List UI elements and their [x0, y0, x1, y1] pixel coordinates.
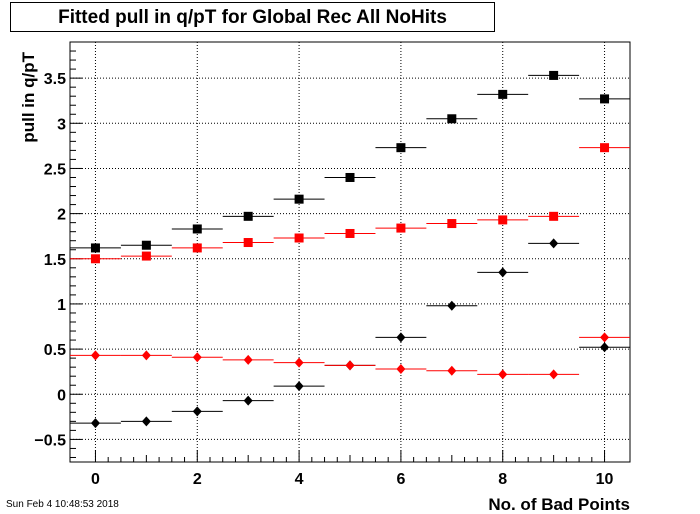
diamond-marker: [447, 300, 457, 311]
x-tick-label: 4: [295, 471, 304, 488]
diamond-marker: [600, 342, 610, 353]
square-marker: [345, 172, 355, 182]
square-marker: [600, 94, 610, 104]
diamond-marker: [549, 369, 559, 380]
square-marker: [345, 228, 355, 238]
square-marker: [447, 114, 457, 124]
y-tick-label: 2: [57, 207, 66, 224]
diamond-marker: [243, 395, 253, 406]
square-marker: [90, 254, 100, 264]
x-tick-label: 0: [91, 471, 100, 488]
square-marker: [447, 219, 457, 229]
y-tick-label: 1: [57, 297, 66, 314]
x-tick-label: 10: [596, 471, 614, 488]
diamond-marker: [600, 332, 610, 343]
square-marker: [600, 143, 610, 153]
y-tick-label: 0.5: [44, 342, 66, 359]
diamond-marker: [192, 406, 202, 417]
axis-ticks: [70, 50, 606, 462]
square-marker: [396, 223, 406, 233]
y-tick-label: 1.5: [44, 252, 66, 269]
square-marker: [498, 89, 508, 99]
square-marker: [90, 243, 100, 253]
chart-title-box: Fitted pull in q/pT for Global Rec All N…: [10, 2, 495, 32]
timestamp: Sun Feb 4 10:48:53 2018: [6, 499, 119, 510]
x-tick-label: 8: [498, 471, 507, 488]
diamond-marker: [294, 381, 304, 392]
diamond-marker: [141, 350, 151, 361]
diamond-marker: [345, 360, 355, 371]
grid-lines: [70, 42, 630, 462]
square-marker: [294, 233, 304, 243]
diamond-marker: [294, 357, 304, 368]
diamond-marker: [141, 416, 151, 427]
diamond-marker: [90, 418, 100, 429]
data-points: [70, 70, 630, 429]
diamond-marker: [243, 354, 253, 365]
x-axis-label: No. of Bad Points: [488, 495, 630, 514]
square-marker: [243, 211, 253, 221]
x-tick-label: 2: [193, 471, 202, 488]
diamond-marker: [498, 267, 508, 278]
y-tick-label: 0: [57, 387, 66, 404]
square-marker: [141, 251, 151, 261]
square-marker: [192, 243, 202, 253]
y-tick-label: 3: [57, 116, 66, 133]
y-tick-label: −0.5: [34, 432, 66, 449]
diamond-marker: [498, 369, 508, 380]
y-tick-label: 3.5: [44, 71, 66, 88]
square-marker: [396, 143, 406, 153]
square-marker: [192, 224, 202, 234]
diamond-marker: [90, 350, 100, 361]
x-tick-label: 6: [396, 471, 405, 488]
diamond-marker: [549, 238, 559, 249]
axis-tick-labels: 0 2 4 6 8 10 −0.5 0 0.5 1 1.5 2 2.5 3 3.5: [34, 71, 613, 488]
square-marker: [549, 70, 559, 80]
square-marker: [141, 240, 151, 250]
diamond-marker: [396, 363, 406, 374]
series-3: [70, 238, 630, 429]
diamond-marker: [447, 365, 457, 376]
diamond-marker: [192, 352, 202, 363]
diamond-marker: [396, 332, 406, 343]
y-axis-label: pull in q/pT: [19, 51, 38, 142]
plot-frame: [69, 41, 631, 463]
square-marker: [243, 238, 253, 248]
y-tick-label: 2.5: [44, 161, 66, 178]
square-marker: [549, 211, 559, 221]
series-2: [70, 143, 630, 264]
square-marker: [498, 215, 508, 225]
series-4: [70, 332, 630, 380]
chart-title: Fitted pull in q/pT for Global Rec All N…: [58, 7, 447, 28]
series-1: [70, 70, 630, 253]
square-marker: [294, 194, 304, 204]
